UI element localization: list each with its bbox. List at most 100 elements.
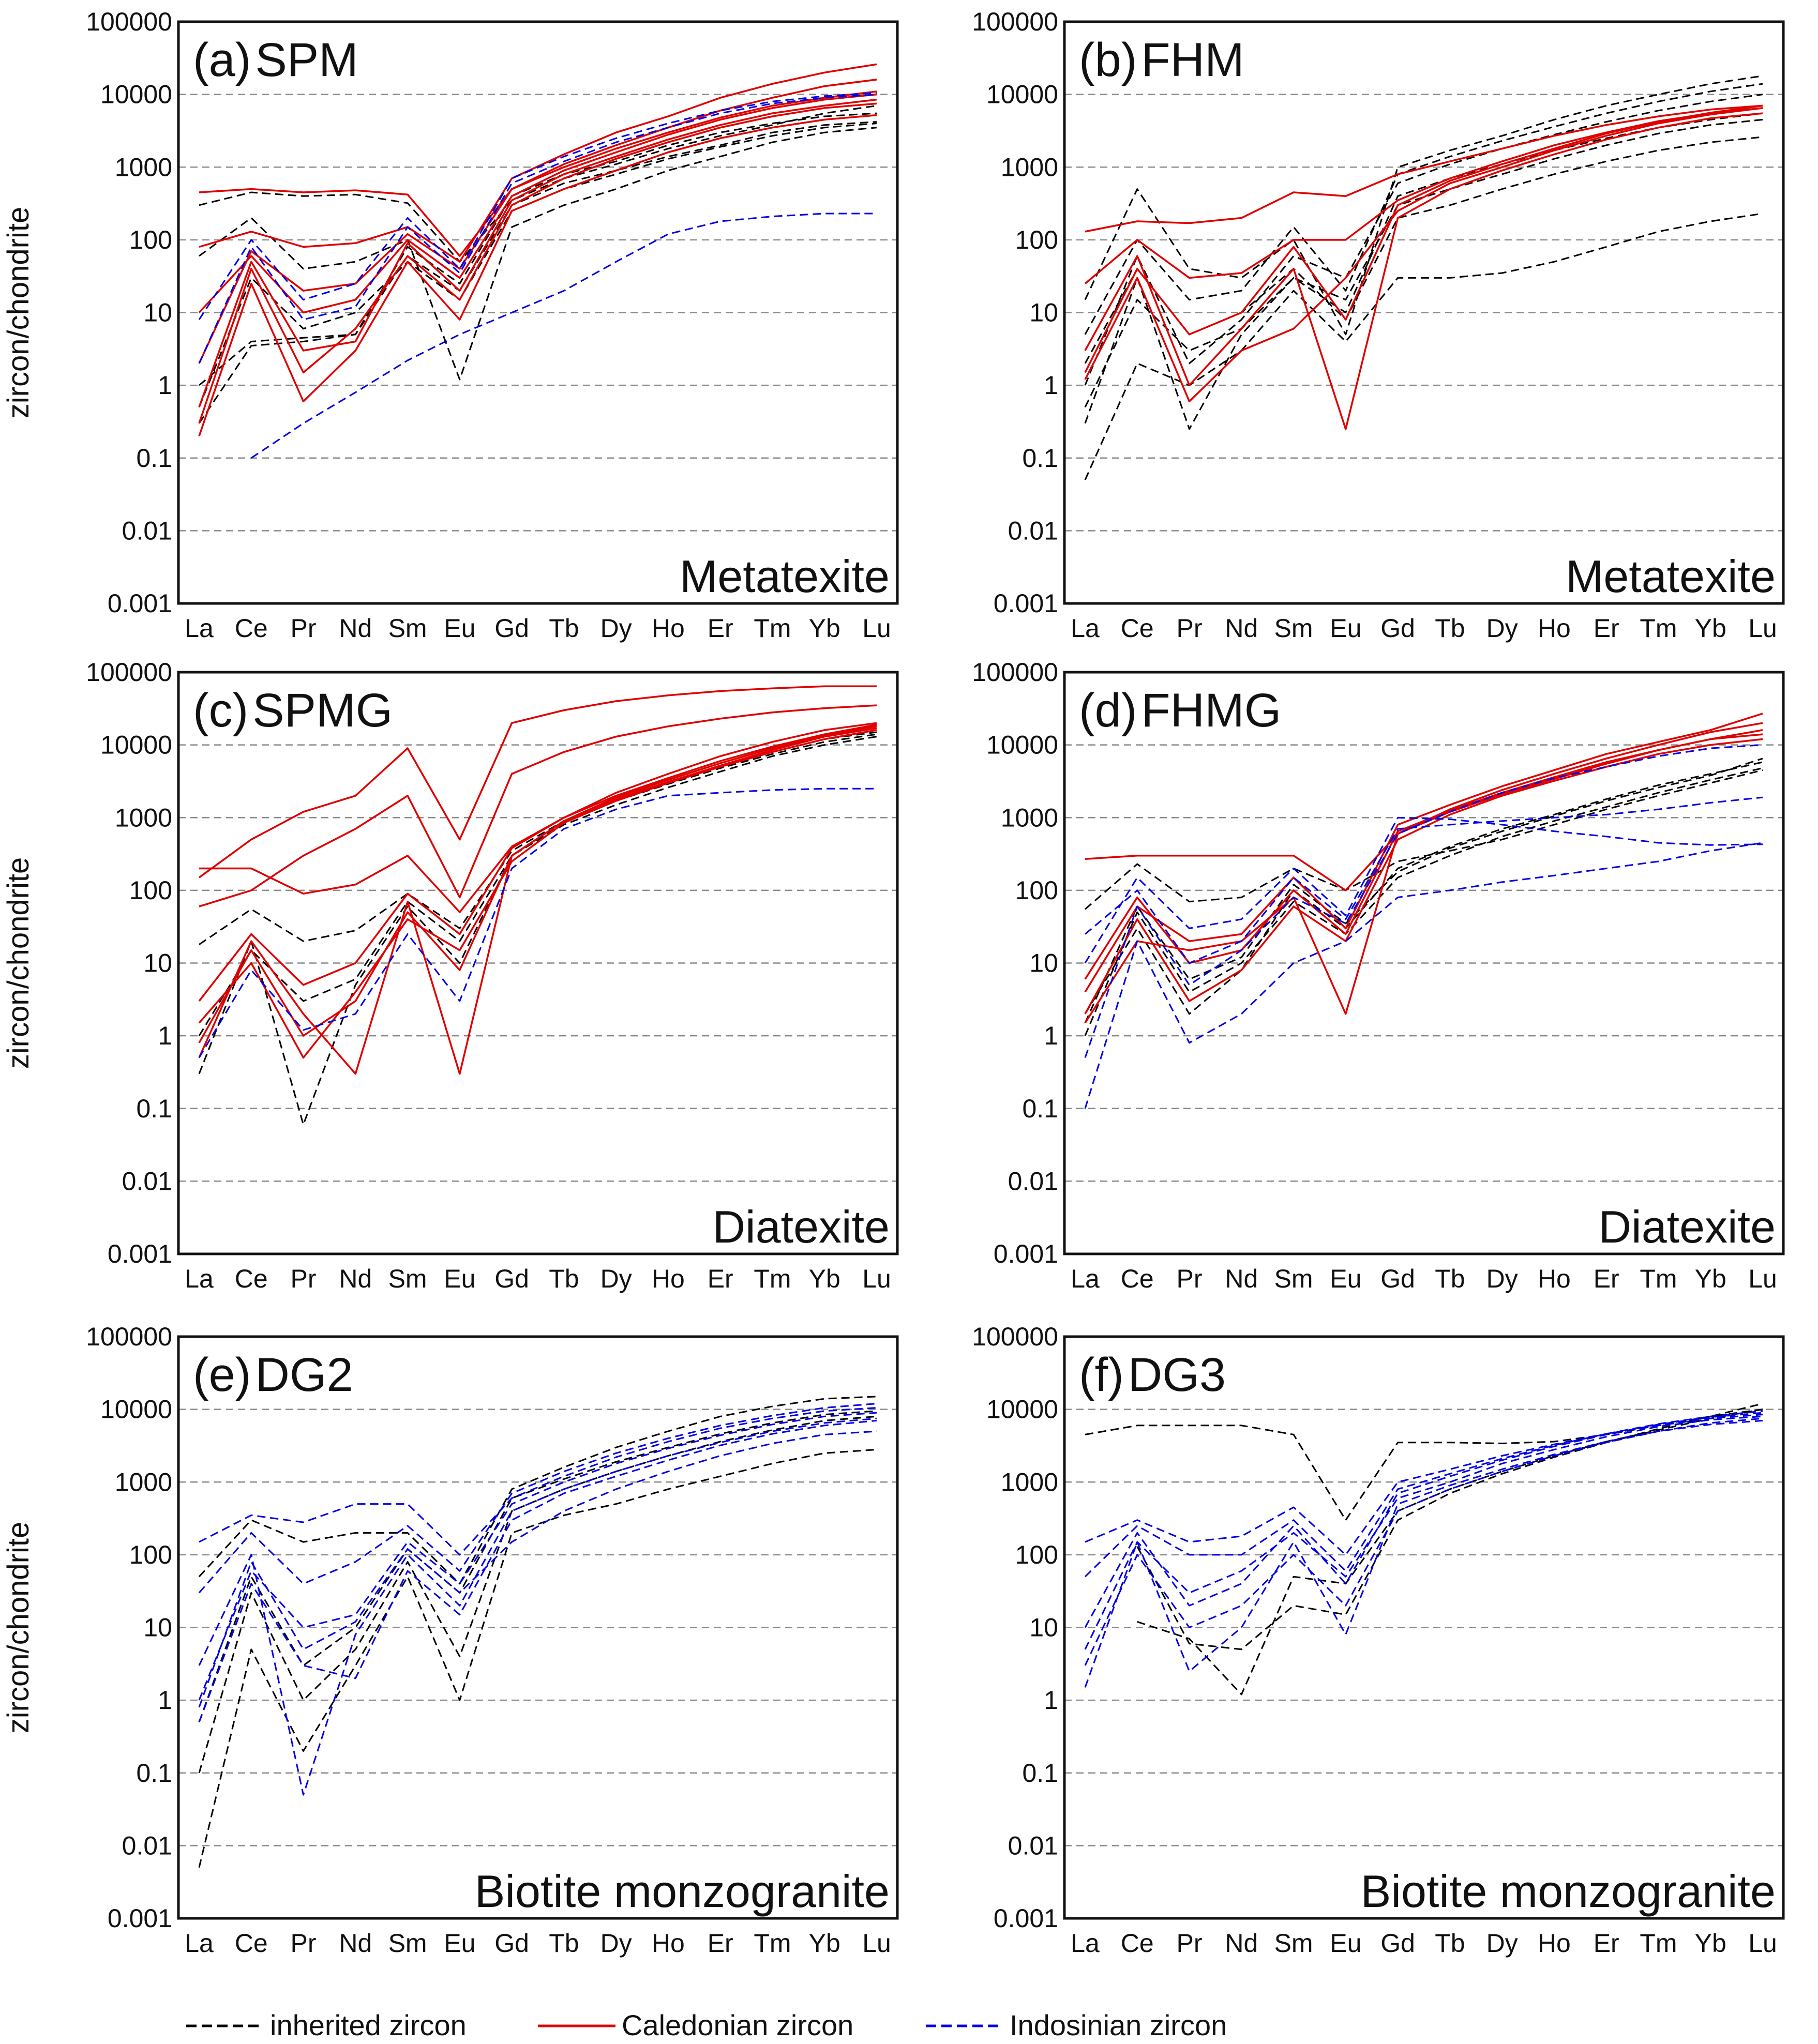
- legend-label-caledonian: Caledonian zircon: [622, 2009, 853, 2041]
- y-tick-label: 1000: [115, 153, 172, 181]
- y-tick-label: 0.1: [136, 1759, 172, 1788]
- x-tick-label: Eu: [1330, 1264, 1361, 1293]
- y-tick-label: 10000: [100, 80, 172, 109]
- rock-type-label: Metatexite: [680, 551, 890, 602]
- x-tick-label: Ho: [1538, 614, 1571, 643]
- x-tick-label: Ce: [235, 1264, 268, 1293]
- y-tick-label: 100: [1015, 1540, 1058, 1569]
- series-line-caledonian: [199, 79, 877, 257]
- series-line-inherited: [198, 1396, 877, 1585]
- y-tick-label: 10000: [986, 80, 1058, 109]
- rock-type-label: Diatexite: [1599, 1201, 1776, 1252]
- series-line-indosinian: [198, 1412, 877, 1701]
- x-tick-label: Er: [1594, 1929, 1619, 1958]
- panel-letter: (c): [193, 684, 248, 737]
- x-tick-label: Tm: [754, 614, 791, 643]
- x-tick-label: Tb: [549, 1929, 579, 1958]
- x-tick-label: Tb: [1435, 1264, 1465, 1293]
- series-line-caledonian: [198, 723, 877, 1002]
- x-tick-label: Yb: [1695, 1929, 1726, 1958]
- panel-title: (f)DG3: [1079, 1349, 1226, 1401]
- x-tick-label: Sm: [388, 614, 427, 643]
- x-tick-label: Pr: [1177, 614, 1203, 643]
- x-tick-label: Dy: [1486, 1264, 1518, 1293]
- x-tick-label: Yb: [1695, 1264, 1726, 1293]
- x-tick-label: La: [185, 614, 214, 643]
- series-line-inherited: [199, 112, 877, 386]
- y-tick-label: 10: [143, 1613, 172, 1642]
- panel-sample-name: FHMG: [1141, 684, 1281, 737]
- plot-frame: [177, 1335, 899, 1920]
- series-line-inherited: [1084, 213, 1763, 480]
- series-line-caledonian: [1084, 713, 1763, 993]
- series-line-inherited: [1084, 94, 1763, 386]
- panel-sample-name: SPM: [255, 34, 358, 86]
- series-line-indosinian: [198, 1419, 877, 1723]
- panel-letter: (a): [193, 34, 251, 86]
- x-tick-label: Ce: [1121, 614, 1154, 643]
- x-tick-label: Sm: [388, 1929, 427, 1958]
- rock-type-label: Biotite monzogranite: [475, 1866, 890, 1917]
- y-tick-label: 10000: [986, 731, 1058, 760]
- x-tick-label: Lu: [862, 1264, 891, 1293]
- y-tick-label: 10: [1029, 298, 1058, 327]
- series-line-caledonian: [1084, 112, 1763, 430]
- y-tick-label: 0.001: [994, 1239, 1058, 1268]
- x-tick-label: Tb: [549, 1264, 579, 1293]
- x-tick-label: Gd: [494, 614, 529, 643]
- series-line-caledonian: [1084, 722, 1763, 1024]
- x-tick-label: Eu: [444, 1264, 475, 1293]
- panel-sample-name: DG3: [1128, 1349, 1226, 1401]
- series-line-inherited: [198, 1448, 877, 1868]
- panel-title: (b)FHM: [1079, 34, 1244, 86]
- y-tick-label: 0.001: [108, 1904, 172, 1933]
- x-tick-label: Tm: [1640, 1929, 1677, 1958]
- y-tick-label: 1: [158, 371, 172, 400]
- series-line-caledonian: [198, 90, 877, 364]
- panel-dg2: 0.001 0.01 0.1 1 10 100 1000 10000 100000 La Ce Pr N…: [2, 1322, 899, 1958]
- panel-fhmg: 0.001 0.01 0.1 1 10 100 1000 10000 100000 La Ce Pr N…: [972, 658, 1785, 1293]
- x-tick-label: Ho: [652, 614, 685, 643]
- y-tick-label: 1000: [1001, 1467, 1058, 1496]
- panel-sample-name: SPMG: [252, 684, 393, 737]
- x-tick-label: Ho: [1538, 1929, 1571, 1958]
- panel-dg3: 0.001 0.01 0.1 1 10 100 1000 10000 100000 La Ce Pr N…: [972, 1322, 1785, 1958]
- x-tick-label: Dy: [1486, 1929, 1518, 1958]
- series-line-indosinian: [199, 1407, 877, 1556]
- y-tick-label: 100000: [86, 658, 172, 687]
- series-line-caledonian: [198, 98, 877, 408]
- y-tick-label: 1: [158, 1686, 172, 1715]
- x-tick-label: Er: [1594, 1264, 1619, 1293]
- y-tick-label: 0.01: [1008, 1167, 1058, 1195]
- series-line-inherited: [1084, 112, 1763, 430]
- series-line-inherited: [1085, 769, 1763, 910]
- x-tick-label: Nd: [1225, 614, 1258, 643]
- x-tick-label: Lu: [1748, 614, 1777, 643]
- x-tick-label: Eu: [444, 1929, 475, 1958]
- y-tick-label: 0.01: [122, 1831, 172, 1860]
- x-tick-label: Nd: [1225, 1929, 1258, 1958]
- x-tick-label: Dy: [600, 1264, 632, 1293]
- x-tick-label: Lu: [862, 614, 891, 643]
- y-tick-label: 0.01: [122, 516, 172, 545]
- panel-title: (c)SPMG: [193, 684, 393, 737]
- series-line-indosinian: [1084, 744, 1763, 1058]
- panel-letter: (b): [1079, 34, 1137, 86]
- x-tick-label: Tm: [754, 1264, 791, 1293]
- y-tick-label: 100000: [86, 1322, 172, 1351]
- x-tick-label: Tm: [1640, 614, 1677, 643]
- series-line-indosinian: [198, 1430, 877, 1708]
- series-line-inherited: [199, 731, 877, 945]
- panel-letter: (d): [1079, 684, 1137, 737]
- y-axis-label: zircon/chondrite: [2, 857, 35, 1069]
- y-tick-label: 0.1: [136, 444, 172, 473]
- y-tick-label: 0.001: [108, 1239, 172, 1268]
- x-tick-label: Gd: [1380, 1264, 1415, 1293]
- x-tick-label: Lu: [1748, 1264, 1777, 1293]
- series-line-inherited: [1084, 75, 1763, 336]
- series-line-indosinian: [198, 92, 877, 320]
- series-line-inherited: [1085, 1409, 1763, 1521]
- y-axis-label: zircon/chondrite: [2, 1522, 35, 1733]
- x-tick-label: Nd: [339, 1929, 372, 1958]
